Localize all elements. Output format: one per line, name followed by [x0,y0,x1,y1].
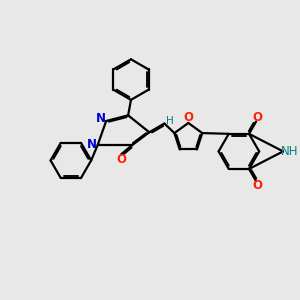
Text: O: O [253,111,263,124]
Text: N: N [96,112,106,125]
Text: O: O [253,179,263,192]
Text: H: H [166,116,173,126]
Text: O: O [116,153,127,166]
Text: NH: NH [280,145,298,158]
Text: N: N [87,138,97,151]
Text: O: O [183,111,193,124]
